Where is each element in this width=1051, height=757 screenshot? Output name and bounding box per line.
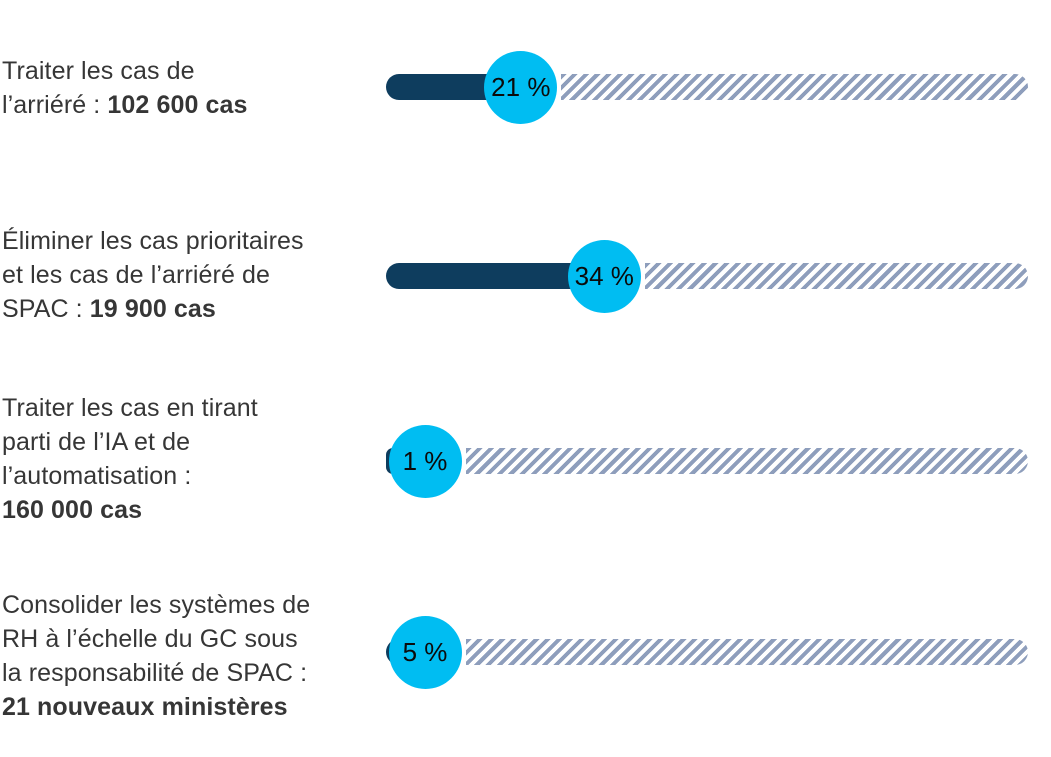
goal-text: Consolider les systèmes de: [2, 591, 311, 619]
goal-label-line: 160 000 cas: [2, 493, 380, 527]
percent-badge: 5 %: [388, 615, 462, 689]
progress-remaining-hatch: [465, 448, 1028, 474]
goal-label: Traiter les cas de l’arriéré : 102 600 ca…: [2, 54, 380, 122]
goal-value-text: 21 nouveaux ministères: [2, 693, 288, 721]
percent-badge: 21 %: [484, 50, 558, 124]
goal-label-line: Consolider les systèmes de: [2, 588, 380, 622]
goal-label-line: SPAC : 19 900 cas: [2, 292, 380, 326]
goal-label: Traiter les cas en tirant parti de l’IA e…: [2, 391, 380, 527]
goal-text: Traiter les cas de: [2, 57, 195, 85]
goal-text: SPAC :: [2, 295, 90, 323]
percent-badge: 1 %: [388, 424, 462, 498]
goal-label-line: RH à l’échelle du GC sous: [2, 622, 380, 656]
goal-text: l’arriéré :: [2, 91, 108, 119]
goal-text: RH à l’échelle du GC sous: [2, 625, 298, 653]
progress-bar: 5 %: [386, 615, 1028, 689]
goal-label-line: Éliminer les cas prioritaires: [2, 224, 380, 258]
goal-text: Traiter les cas en tirant: [2, 394, 258, 422]
progress-remaining-hatch: [561, 74, 1028, 100]
goal-label: Consolider les systèmes de RH à l’échelle…: [2, 588, 380, 724]
percent-badge: 34 %: [567, 239, 641, 313]
progress-bar: 21 %: [386, 50, 1028, 124]
goal-value-text: 102 600 cas: [107, 91, 248, 119]
progress-bar: 34 %: [386, 239, 1028, 313]
goal-value-text: 19 900 cas: [89, 295, 216, 323]
goal-label-line: parti de l’IA et de: [2, 425, 380, 459]
goal-label-line: Traiter les cas en tirant: [2, 391, 380, 425]
goal-label-line: 21 nouveaux ministères: [2, 690, 380, 724]
goal-text: l’automatisation :: [2, 462, 192, 490]
progress-bar: 1 %: [386, 424, 1028, 498]
goal-text: la responsabilité de SPAC :: [2, 659, 308, 687]
goal-label: Éliminer les cas prioritaires et les cas …: [2, 224, 380, 326]
goal-text: et les cas de l’arriéré de: [2, 261, 271, 289]
progress-remaining-hatch: [644, 263, 1028, 289]
goal-label-line: et les cas de l’arriéré de: [2, 258, 380, 292]
goal-label-line: Traiter les cas de: [2, 54, 380, 88]
goal-label-line: l’arriéré : 102 600 cas: [2, 88, 380, 122]
goal-value-text: 160 000 cas: [2, 496, 143, 524]
goal-label-line: la responsabilité de SPAC :: [2, 656, 380, 690]
goal-text: Éliminer les cas prioritaires: [2, 227, 304, 255]
goal-text: parti de l’IA et de: [2, 428, 191, 456]
goal-label-line: l’automatisation :: [2, 459, 380, 493]
progress-remaining-hatch: [465, 639, 1028, 665]
